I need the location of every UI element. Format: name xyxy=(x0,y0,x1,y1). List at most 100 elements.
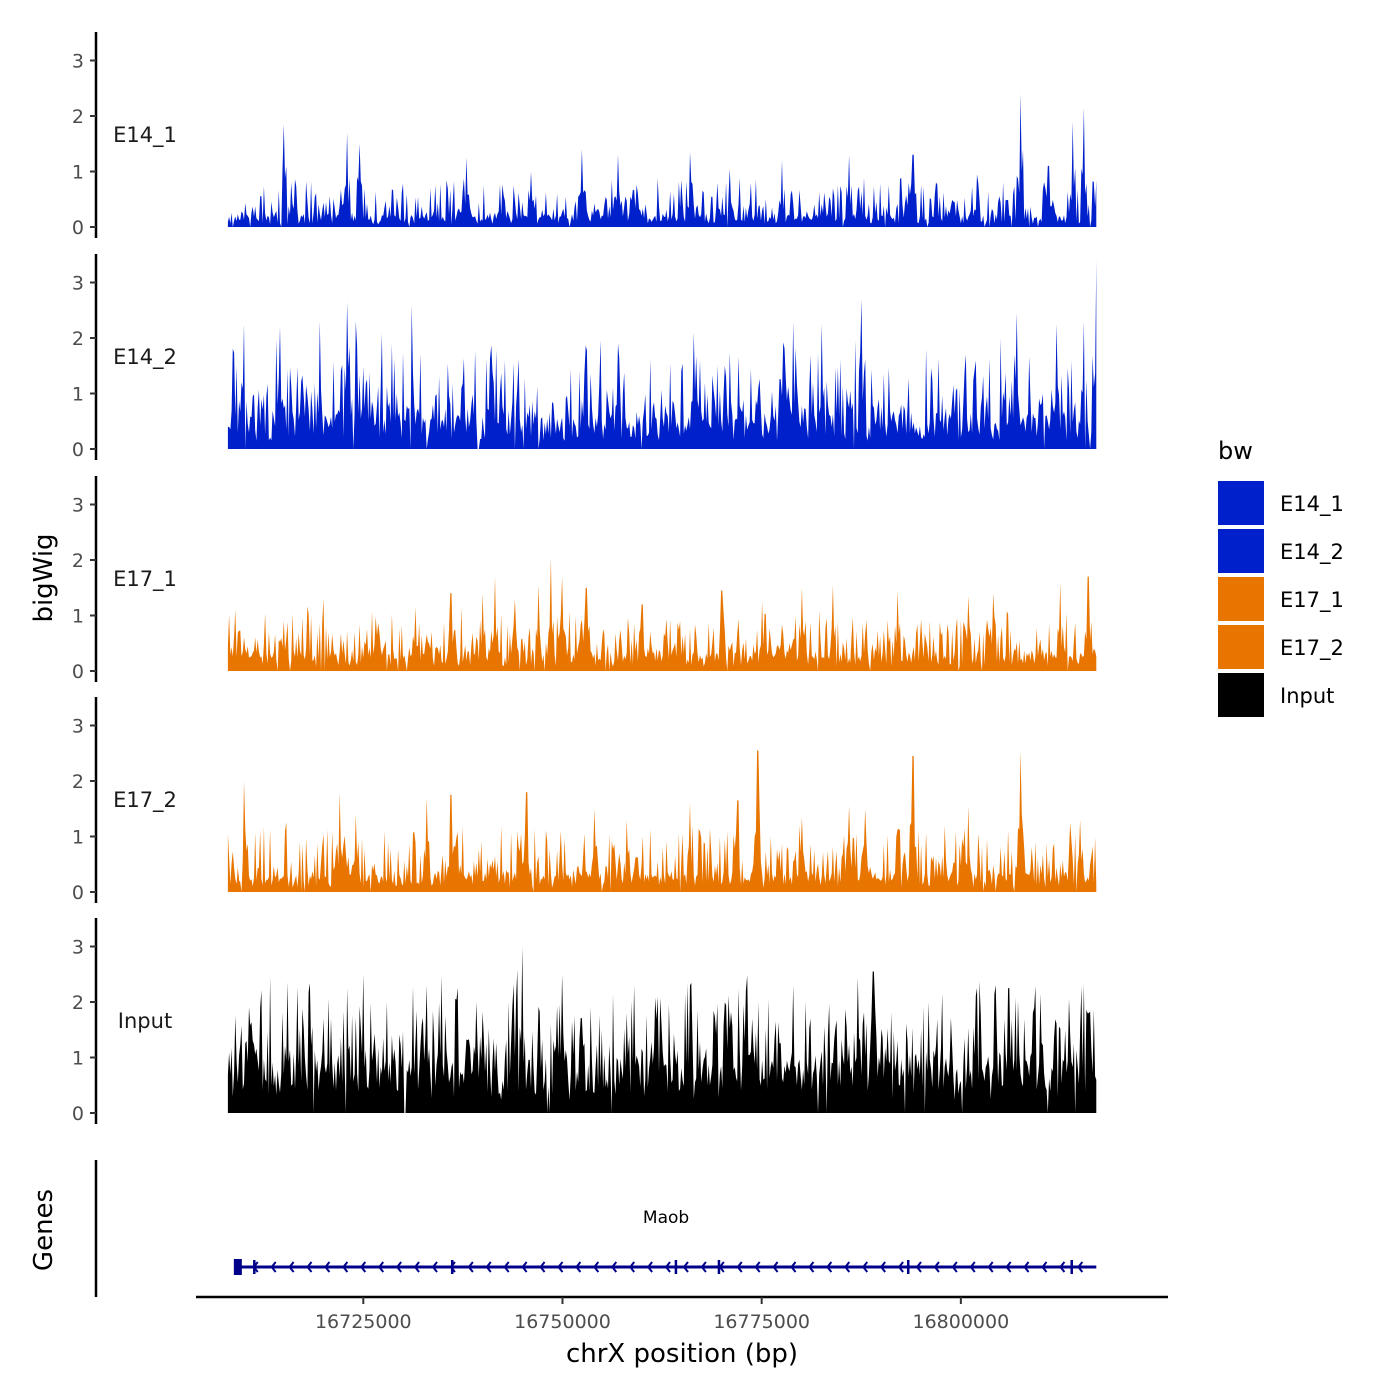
strand-arrow xyxy=(611,1261,618,1273)
strand-arrow xyxy=(987,1261,994,1273)
y-tick-label: 0 xyxy=(72,439,84,461)
strand-arrow xyxy=(915,1261,922,1273)
track-panel-e14_2: 0 1 2 3 E14_2 xyxy=(72,254,1097,461)
strand-arrow xyxy=(718,1261,725,1273)
strand-arrow xyxy=(288,1261,295,1273)
strand-arrow xyxy=(933,1261,940,1273)
y-tick-label: 1 xyxy=(72,384,84,406)
gene-exon xyxy=(1070,1260,1073,1274)
strand-arrow xyxy=(951,1261,958,1273)
strand-arrow xyxy=(1059,1261,1066,1273)
y-tick-label: 1 xyxy=(72,1048,84,1070)
strand-arrow xyxy=(879,1261,886,1273)
y-tick-label: 2 xyxy=(72,992,84,1014)
strand-arrow xyxy=(306,1261,313,1273)
y-tick-label: 0 xyxy=(72,217,84,239)
track-panel-e17_1: 0 1 2 3 E17_1 xyxy=(72,476,1097,683)
strand-arrow xyxy=(395,1261,402,1273)
track-label: E14_2 xyxy=(113,345,177,370)
strand-arrow xyxy=(1041,1261,1048,1273)
legend-swatch-e14_2 xyxy=(1218,529,1264,573)
strand-arrow xyxy=(431,1261,438,1273)
track-label: E17_1 xyxy=(113,567,177,592)
signal-area-e17_1 xyxy=(227,557,1097,671)
strand-arrow xyxy=(593,1261,600,1273)
y-tick-label: 3 xyxy=(72,495,84,517)
strand-arrow xyxy=(1077,1261,1084,1273)
strand-arrow xyxy=(897,1261,904,1273)
strand-arrow xyxy=(521,1261,528,1273)
strand-arrow xyxy=(413,1261,420,1273)
y-tick-label: 0 xyxy=(72,1103,84,1125)
legend-label: E17_1 xyxy=(1280,588,1344,613)
strand-arrow xyxy=(772,1261,779,1273)
legend-label: E14_1 xyxy=(1280,492,1344,517)
legend-swatch-e17_1 xyxy=(1218,577,1264,621)
gene-exon xyxy=(674,1260,678,1274)
y-axis-title: bigWig xyxy=(29,533,59,622)
strand-arrow xyxy=(861,1261,869,1273)
signal-area-e17_2 xyxy=(227,750,1097,892)
strand-arrow xyxy=(485,1261,492,1273)
track-panel-input: 0 1 2 3 Input xyxy=(72,918,1097,1125)
strand-arrow xyxy=(826,1261,833,1273)
strand-arrow xyxy=(503,1261,510,1273)
legend-label: Input xyxy=(1280,684,1334,708)
y-tick-label: 1 xyxy=(72,162,84,184)
signal-tracks: 0 1 2 3 E14_1 0 1 2 3 E14_2 0 1 2 3 E17_1 0 1 2 3 E17_2 0 1 2 3… xyxy=(72,32,1097,1125)
legend-swatch-e17_2 xyxy=(1218,625,1264,669)
y-tick-label: 2 xyxy=(72,328,84,350)
track-label: E17_2 xyxy=(113,788,177,813)
strand-arrow xyxy=(844,1261,851,1273)
strand-arrow xyxy=(628,1261,635,1273)
strand-arrow xyxy=(790,1261,797,1273)
x-tick-label: 16775000 xyxy=(713,1311,810,1333)
x-tick-label: 16800000 xyxy=(912,1311,1009,1333)
signal-area-e14_1 xyxy=(227,93,1097,227)
track-panel-e14_1: 0 1 2 3 E14_1 xyxy=(72,32,1097,239)
x-tick-label: 16750000 xyxy=(514,1311,611,1333)
legend-swatch-e14_1 xyxy=(1218,481,1264,525)
strand-arrow xyxy=(360,1261,367,1273)
legend-label: E17_2 xyxy=(1280,636,1344,661)
y-tick-label: 3 xyxy=(72,51,84,73)
genes-panel-title: Genes xyxy=(29,1189,59,1271)
gene-exon xyxy=(906,1260,910,1274)
strand-arrow xyxy=(467,1261,474,1273)
gene-name-label: Maob xyxy=(643,1208,689,1228)
y-tick-label: 2 xyxy=(72,550,84,572)
strand-arrow xyxy=(1023,1261,1030,1273)
strand-arrow xyxy=(252,1261,259,1273)
x-axis: 16725000 16750000 16775000 16800000 xyxy=(196,1295,1168,1333)
signal-area-input xyxy=(227,946,1097,1113)
strand-arrow xyxy=(969,1261,976,1273)
strand-arrow xyxy=(754,1261,761,1273)
strand-arrow xyxy=(646,1261,653,1273)
strand-arrow xyxy=(449,1261,456,1273)
legend-swatch-input xyxy=(1218,673,1264,717)
y-tick-label: 3 xyxy=(72,937,84,959)
y-tick-label: 3 xyxy=(72,716,84,738)
x-axis-title: chrX position (bp) xyxy=(566,1339,798,1369)
strand-arrow xyxy=(557,1261,564,1273)
y-tick-label: 2 xyxy=(72,771,84,793)
y-tick-label: 0 xyxy=(72,882,84,904)
strand-arrow xyxy=(270,1261,277,1273)
strand-arrow xyxy=(700,1261,707,1273)
strand-arrow xyxy=(736,1261,743,1273)
gene-exon xyxy=(233,1259,242,1275)
strand-arrow xyxy=(682,1261,689,1273)
strand-arrow xyxy=(808,1261,815,1273)
strand-arrow xyxy=(664,1261,671,1273)
strand-arrow xyxy=(1005,1261,1012,1273)
y-tick-label: 2 xyxy=(72,106,84,128)
track-label: Input xyxy=(118,1009,172,1033)
track-panel-e17_2: 0 1 2 3 E17_2 xyxy=(72,697,1097,904)
strand-arrow xyxy=(539,1261,546,1273)
y-tick-label: 1 xyxy=(72,606,84,628)
y-tick-label: 1 xyxy=(72,827,84,849)
strand-arrow xyxy=(342,1261,349,1273)
track-label: E14_1 xyxy=(113,123,177,148)
legend-title: bw xyxy=(1218,437,1253,465)
